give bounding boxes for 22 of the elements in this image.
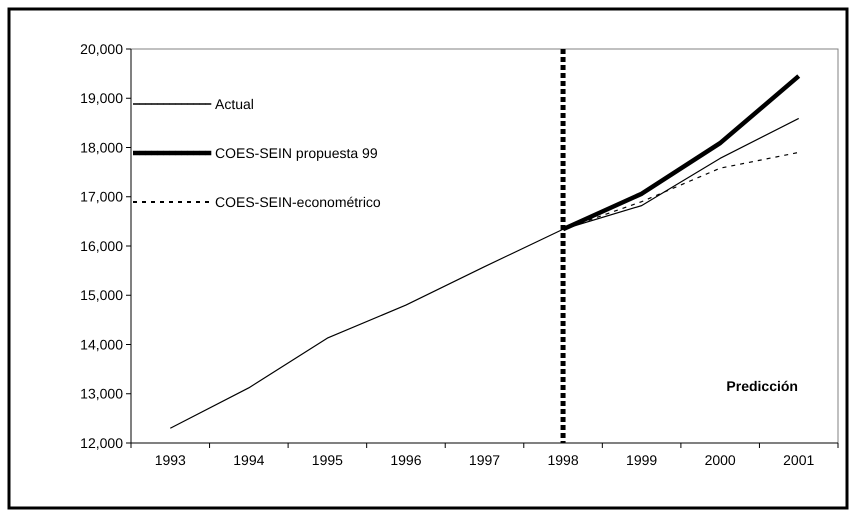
y-tick-label: 20,000: [80, 40, 124, 57]
legend-label: Actual: [215, 96, 254, 112]
legend-label: COES-SEIN-econométrico: [215, 194, 381, 210]
x-tick-label: 2001: [783, 452, 815, 468]
y-tick-label: 19,000: [80, 90, 124, 106]
annotation: Predicción: [726, 378, 798, 394]
x-tick-label: 1995: [312, 452, 344, 468]
x-tick-label: 1997: [468, 452, 500, 468]
y-tick-label: 12,000: [80, 434, 124, 451]
y-tick-label: 17,000: [80, 188, 124, 205]
y-tick-label: 15,000: [80, 287, 124, 304]
x-tick-label: 1998: [547, 452, 579, 468]
legend-label: COES-SEIN propuesta 99: [215, 144, 378, 161]
y-tick-label: 13,000: [80, 386, 124, 402]
y-tick-label: 14,000: [80, 336, 124, 352]
x-tick-label: 2000: [704, 452, 736, 468]
x-tick-label: 1999: [626, 452, 658, 468]
x-tick-label: 1994: [233, 452, 265, 468]
y-tick-label: 18,000: [80, 139, 124, 156]
x-tick-label: 1993: [154, 452, 186, 468]
y-tick-label: 16,000: [80, 238, 124, 254]
x-tick-label: 1996: [390, 452, 422, 468]
